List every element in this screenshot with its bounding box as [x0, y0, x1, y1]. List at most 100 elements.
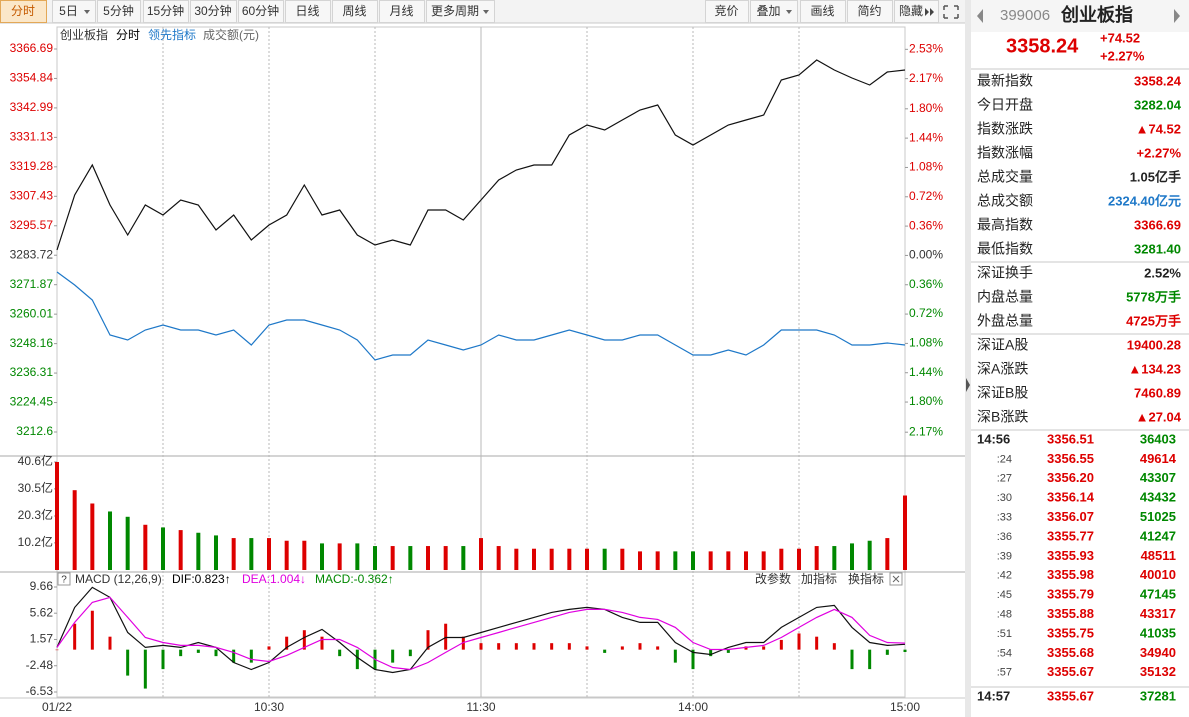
volume-bar: [673, 551, 678, 570]
y2-tick-label: 0.72%: [909, 306, 943, 320]
toolbar-label[interactable]: 叠加: [756, 4, 780, 18]
toolbar-button[interactable]: [97, 0, 141, 23]
y-tick-label: 3224.45: [10, 395, 54, 409]
toolbar-button[interactable]: [332, 0, 378, 23]
toolbar-label[interactable]: 30分钟: [194, 3, 231, 18]
toolbar-button[interactable]: [847, 0, 893, 23]
toolbar-button[interactable]: [379, 0, 425, 23]
macd-bar: [426, 630, 430, 650]
toolbar-label[interactable]: 15分钟: [147, 3, 184, 18]
quote-price: 3358.24: [1006, 35, 1079, 57]
toolbar-label[interactable]: 更多周期: [431, 4, 479, 18]
toolbar-button[interactable]: [800, 0, 846, 23]
toolbar-button[interactable]: [190, 0, 237, 23]
prev-arrow[interactable]: [977, 9, 983, 23]
macd-button[interactable]: 换指标: [848, 571, 884, 586]
trade-time: :51: [997, 628, 1012, 640]
toolbar-label[interactable]: 5分钟: [103, 3, 134, 18]
trade-time: :39: [997, 550, 1012, 562]
trade-price: 3355.67: [1047, 688, 1094, 703]
dea-label: DEA:1.004↓: [242, 572, 306, 586]
macd-bar: [620, 646, 624, 650]
y-tick-label: 3366.69: [10, 41, 54, 55]
toolbar-label[interactable]: 简约: [857, 3, 881, 18]
stat-value: 3281.40: [1134, 241, 1181, 256]
stat-value: 4725万手: [1126, 313, 1181, 328]
macd-bar: [832, 643, 836, 650]
toolbar-label[interactable]: 隐藏: [899, 4, 923, 18]
macd-button[interactable]: 加指标: [801, 571, 837, 586]
toolbar-button[interactable]: [894, 0, 939, 23]
stat-value: ▲74.52: [1136, 121, 1181, 136]
splitter[interactable]: [965, 0, 971, 717]
help-icon[interactable]: ?: [61, 575, 67, 586]
volume-bar: [567, 548, 572, 570]
y2-tick-label: 0.72%: [909, 189, 943, 203]
volume-bar: [602, 548, 607, 570]
toolbar-button[interactable]: [143, 0, 189, 23]
toolbar-label[interactable]: 日线: [295, 4, 319, 18]
y-tick-label: 1.57: [30, 632, 54, 646]
stat-value: 2.52%: [1144, 265, 1181, 280]
trade-time: :36: [997, 531, 1012, 543]
macd-line: [56, 586, 906, 674]
y-tick-label: -2.48: [26, 658, 54, 672]
volume-bar: [55, 461, 59, 570]
stat-label: 总成交额: [977, 193, 1033, 209]
trade-volume: 41035: [1140, 625, 1176, 640]
y2-tick-label: 2.17%: [909, 424, 943, 438]
volume-bar: [214, 535, 218, 570]
macd-bar: [638, 643, 642, 650]
trade-price: 3356.20: [1047, 470, 1094, 485]
trade-volume: 40010: [1140, 567, 1176, 582]
dropdown-arrow[interactable]: [786, 10, 792, 14]
macd-bar: [249, 649, 253, 663]
macd-bar: [320, 636, 324, 650]
volume-bar: [443, 546, 448, 570]
splitter-handle[interactable]: [966, 378, 970, 392]
dropdown-arrow[interactable]: [84, 10, 90, 14]
stat-label: 指数涨跌: [977, 121, 1033, 137]
y2-tick-label: 0.00%: [909, 248, 943, 262]
y-tick-label: 3212.6: [16, 424, 53, 438]
toolbar-label[interactable]: 竞价: [714, 4, 738, 18]
trade-volume: 37281: [1140, 688, 1176, 703]
trade-price: 3355.75: [1047, 625, 1094, 640]
stat-value: 3366.69: [1134, 217, 1181, 232]
toolbar-label[interactable]: 周线: [342, 4, 366, 18]
macd-bar: [779, 639, 783, 650]
macd-bar: [603, 649, 607, 653]
macd-title: MACD (12,26,9): [75, 572, 162, 586]
toolbar-label[interactable]: 5日: [59, 4, 78, 18]
y-tick-label: 3248.16: [10, 336, 54, 350]
trade-time: :30: [997, 492, 1012, 504]
collapse-arrows[interactable]: [925, 8, 934, 16]
toolbar-label[interactable]: 60分钟: [242, 3, 279, 18]
help-box[interactable]: [57, 572, 71, 586]
toolbar-label[interactable]: 分时: [11, 4, 35, 18]
dropdown-arrow[interactable]: [483, 10, 489, 14]
next-arrow[interactable]: [1174, 9, 1180, 23]
toolbar-button[interactable]: [52, 0, 96, 23]
volume-bar: [479, 538, 483, 570]
trade-time: :42: [997, 570, 1012, 582]
fullscreen-icon[interactable]: [943, 5, 959, 19]
stat-value: 7460.89: [1134, 385, 1181, 400]
toolbar-button[interactable]: [426, 0, 495, 23]
macd-bar: [214, 649, 218, 657]
y2-tick-label: 1.80%: [909, 101, 943, 115]
stat-label: 最新指数: [977, 73, 1033, 89]
close-icon[interactable]: [892, 575, 900, 583]
toolbar-label[interactable]: 月线: [389, 4, 413, 18]
trade-volume: 51025: [1140, 509, 1176, 524]
toolbar-label[interactable]: 画线: [810, 4, 834, 18]
toolbar-button[interactable]: [0, 0, 47, 23]
y-tick-label: 3342.99: [10, 100, 54, 114]
toolbar-button[interactable]: [285, 0, 331, 23]
macd-button[interactable]: 改参数: [755, 571, 791, 586]
toolbar-button[interactable]: [750, 0, 798, 23]
toolbar-button[interactable]: [238, 0, 284, 23]
toolbar-button[interactable]: [705, 0, 749, 23]
trade-volume: 35132: [1140, 664, 1176, 679]
stat-label: 最低指数: [977, 241, 1033, 257]
